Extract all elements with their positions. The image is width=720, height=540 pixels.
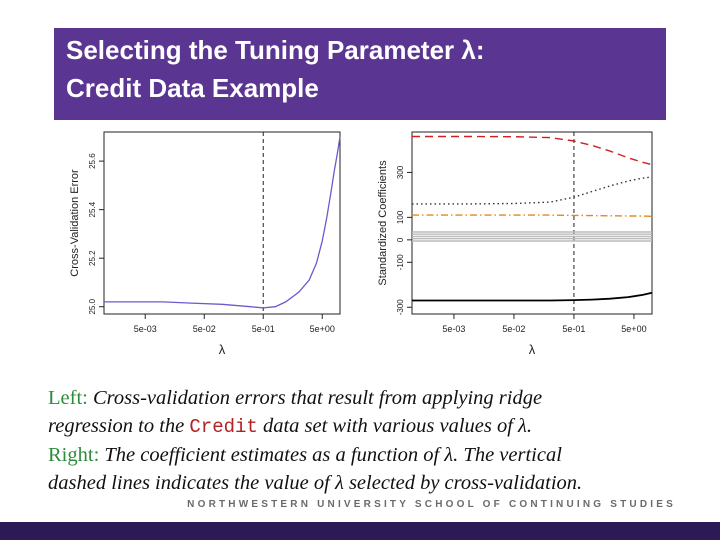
y-tick-label: 100 (396, 210, 405, 224)
x-tick-label: 5e-03 (442, 324, 465, 334)
y-axis-label: Standardized Coefficients (377, 160, 389, 286)
caption-right-text-a: The coefficient estimates as a function … (104, 444, 562, 466)
caption-line-2: regression to the Credit data set with v… (48, 412, 708, 441)
coef-series-line (412, 214, 653, 217)
caption-left-code: Credit (189, 416, 258, 438)
coefficients-chart: 5e-03 5e-02 5e-01 5e+00 λ -300 -100 0 100 300 Stan… (377, 131, 653, 357)
title-bar: Selecting the Tuning Parameter λ: Credit… (54, 28, 666, 120)
slide-title-line1: Selecting the Tuning Parameter λ: (66, 35, 485, 65)
caption-left-label: Left: (48, 387, 88, 409)
y-tick-label: 25.6 (88, 153, 97, 169)
figure-caption: Left: Cross-validation errors that resul… (48, 384, 708, 497)
y-tick-label: 0 (396, 237, 405, 242)
coef-series-line (412, 176, 653, 205)
coef-series-line (412, 135, 653, 166)
x-axis-label: λ (219, 342, 226, 357)
y-tick-label: -100 (396, 254, 405, 271)
plot-frame (103, 131, 341, 315)
charts-figure: 5e-03 5e-02 5e-01 5e+00 λ 25.0 25.2 25.4 25.6 Cro… (69, 131, 653, 357)
caption-line-3: Right: The coefficient estimates as a fu… (48, 441, 708, 469)
cv-error-chart: 5e-03 5e-02 5e-01 5e+00 λ 25.0 25.2 25.4 25.6 Cro… (69, 131, 341, 357)
footer-text: NORTHWESTERN UNIVERSITY SCHOOL OF CONTIN… (187, 499, 676, 510)
coef-series-line (412, 291, 653, 302)
y-tick-label: -300 (396, 299, 405, 316)
caption-line-4: dashed lines indicates the value of λ se… (48, 469, 708, 497)
x-tick-label: 5e+00 (310, 324, 335, 334)
slide-title-line2: Credit Data Example (66, 73, 319, 103)
y-tick-label: 25.4 (88, 201, 97, 217)
cv-error-line (104, 136, 341, 309)
x-axis-label: λ (529, 342, 536, 357)
caption-right-label: Right: (48, 444, 100, 466)
x-tick-label: 5e-02 (502, 324, 525, 334)
y-tick-label: 25.2 (88, 250, 97, 266)
x-tick-label: 5e-03 (134, 324, 157, 334)
caption-left-text-c: data set with various values of λ. (262, 415, 533, 437)
y-tick-label: 300 (396, 165, 405, 179)
bottom-bar (0, 522, 720, 540)
y-axis-label: Cross-Validation Error (69, 169, 81, 277)
x-tick-label: 5e+00 (621, 324, 646, 334)
y-tick-label: 25.0 (88, 298, 97, 314)
caption-right-text-b: dashed lines indicates the value of λ se… (48, 472, 583, 494)
x-tick-label: 5e-02 (193, 324, 216, 334)
caption-left-text-b: regression to the (48, 415, 185, 437)
footer: NORTHWESTERN UNIVERSITY SCHOOL OF CONTIN… (0, 494, 720, 512)
plot-frame (411, 131, 653, 315)
x-tick-label: 5e-01 (252, 324, 275, 334)
caption-line-1: Left: Cross-validation errors that resul… (48, 384, 708, 412)
caption-left-text-a: Cross-validation errors that result from… (92, 387, 543, 409)
x-tick-label: 5e-01 (562, 324, 585, 334)
